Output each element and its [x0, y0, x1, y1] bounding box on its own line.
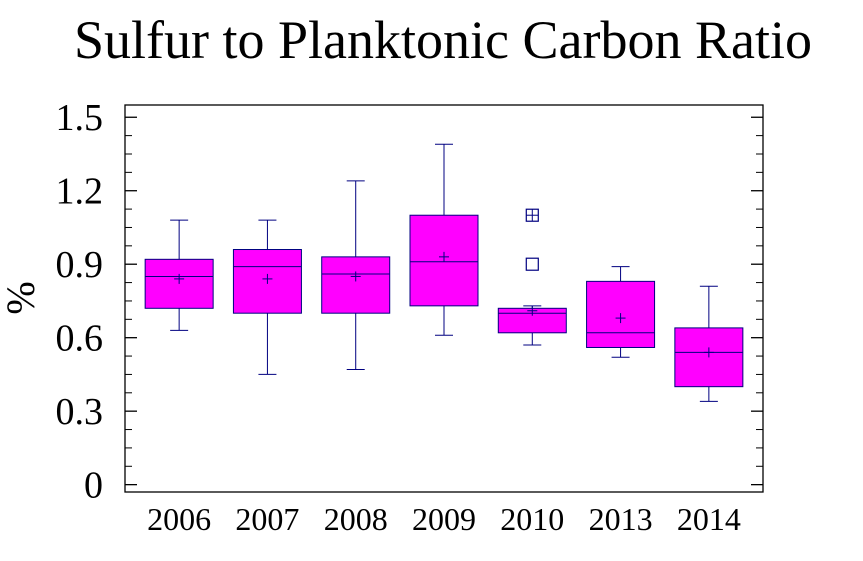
y-tick-label: 0.3 [56, 391, 104, 433]
box-2014 [674, 285, 744, 402]
x-tick-label: 2009 [412, 501, 476, 537]
iqr-box [321, 256, 391, 314]
x-tick-label: 2007 [235, 501, 299, 537]
box-2007 [232, 219, 302, 375]
x-axis: 2006 2007 2008 2009 2010 2013 2014 [147, 501, 741, 537]
x-tick-label: 2010 [500, 501, 564, 537]
outlier-marker [525, 257, 539, 271]
y-axis-label: % [0, 281, 43, 314]
y-axis: 0 0.3 0.6 0.9 1.2 1.5 [56, 97, 763, 507]
y-tick-label: 0 [84, 465, 103, 507]
box-2008 [321, 180, 391, 371]
chart-title: Sulfur to Planktonic Carbon Ratio [74, 10, 812, 70]
x-tick-label: 2006 [147, 501, 211, 537]
y-tick-label: 0.9 [56, 244, 104, 286]
plot-area-frame [124, 104, 764, 493]
y-tick-label: 1.2 [56, 171, 104, 213]
box-2009 [409, 143, 479, 336]
x-tick-label: 2008 [324, 501, 388, 537]
x-tick-label: 2014 [677, 501, 741, 537]
x-tick-label: 2013 [589, 501, 653, 537]
box-2006 [144, 219, 214, 331]
box-2010 [497, 208, 567, 346]
y-tick-label: 1.5 [56, 97, 104, 139]
y-tick-label: 0.6 [56, 318, 104, 360]
boxes-layer [144, 143, 744, 402]
box-2013 [586, 266, 656, 358]
